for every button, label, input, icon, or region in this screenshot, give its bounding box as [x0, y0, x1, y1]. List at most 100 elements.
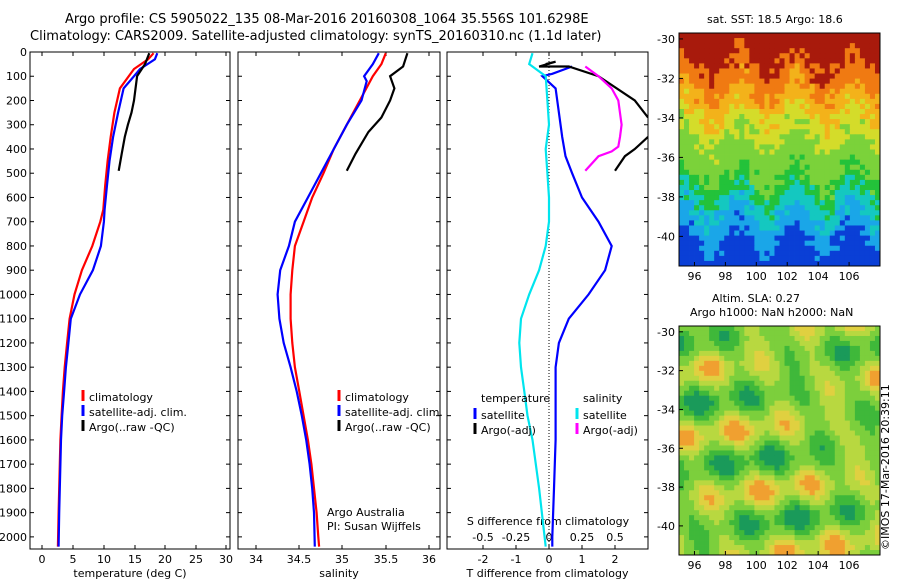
- map-cell: [839, 435, 846, 441]
- map-cell: [849, 215, 856, 221]
- map-cell: [789, 540, 795, 546]
- map-y-tick-label: -38: [657, 191, 675, 204]
- map-cell: [754, 184, 760, 191]
- map-cell: [789, 179, 795, 186]
- map-cell: [874, 440, 881, 446]
- map-cell: [694, 350, 700, 357]
- map-cell: [834, 149, 841, 155]
- map-cell: [839, 460, 846, 466]
- map-cell: [694, 520, 700, 526]
- map-cell: [769, 520, 775, 526]
- map-cell: [719, 260, 725, 267]
- map-cell: [849, 505, 856, 511]
- map-cell: [784, 365, 790, 372]
- map-cell: [869, 235, 876, 242]
- map-cell: [774, 215, 780, 221]
- map-cell: [704, 179, 710, 186]
- map-cell: [869, 88, 876, 95]
- map-cell: [704, 119, 710, 125]
- map-cell: [844, 250, 851, 257]
- map-cell: [809, 455, 816, 461]
- map-cell: [739, 119, 745, 125]
- map-cell: [869, 255, 876, 262]
- map-cell: [684, 390, 690, 397]
- map-cell: [859, 460, 866, 466]
- map-cell: [794, 355, 801, 362]
- map-cell: [719, 38, 725, 44]
- map-cell: [804, 475, 811, 481]
- map-cell: [799, 430, 806, 436]
- x-tick-label: 30: [219, 553, 233, 566]
- map-cell: [784, 205, 790, 211]
- map-cell: [794, 490, 801, 496]
- map-cell: [849, 535, 856, 541]
- map-cell: [744, 535, 750, 541]
- map-cell: [874, 375, 881, 382]
- map-cell: [734, 103, 740, 110]
- map-cell: [839, 240, 846, 247]
- map-cell: [734, 119, 740, 125]
- map-cell: [809, 410, 816, 417]
- map-cell: [754, 63, 760, 69]
- map-cell: [814, 510, 821, 516]
- map-cell: [874, 410, 881, 417]
- map-cell: [839, 205, 846, 211]
- map-cell: [824, 350, 831, 357]
- map-cell: [774, 129, 780, 135]
- map-cell: [814, 83, 821, 90]
- map-cell: [859, 355, 866, 362]
- map-cell: [824, 78, 831, 85]
- map-cell: [679, 119, 685, 125]
- map-cell: [839, 420, 846, 426]
- map-cell: [764, 515, 770, 521]
- map-cell: [749, 43, 755, 49]
- map-cell: [814, 550, 821, 556]
- map-cell: [794, 540, 801, 546]
- map-cell: [724, 445, 730, 451]
- map-cell: [739, 415, 745, 421]
- map-cell: [679, 195, 685, 201]
- map-cell: [754, 435, 760, 441]
- map-cell: [764, 58, 770, 64]
- map-cell: [859, 114, 866, 120]
- map-cell: [819, 149, 826, 155]
- map-cell: [849, 500, 856, 506]
- map-cell: [799, 103, 806, 110]
- map-cell: [679, 38, 685, 44]
- map-cell: [704, 500, 710, 506]
- map-cell: [799, 230, 806, 237]
- map-cell: [824, 520, 831, 526]
- map-cell: [689, 335, 695, 342]
- map-cell: [719, 134, 725, 140]
- map-cell: [724, 495, 730, 501]
- map-cell: [704, 129, 710, 135]
- map-cell: [704, 326, 710, 332]
- map-cell: [854, 420, 861, 426]
- map-cell: [774, 365, 780, 372]
- map-cell: [874, 190, 881, 196]
- map-cell: [874, 83, 881, 90]
- map-cell: [689, 225, 695, 231]
- map-cell: [794, 205, 801, 211]
- map-cell: [764, 395, 770, 402]
- map-cell: [679, 410, 685, 417]
- map-cell: [844, 119, 851, 125]
- map-cell: [869, 205, 876, 211]
- map-cell: [814, 480, 821, 486]
- map-cell: [694, 395, 700, 402]
- map-cell: [754, 370, 760, 377]
- map-cell: [759, 154, 765, 161]
- map-cell: [799, 225, 806, 231]
- map-cell: [809, 460, 816, 466]
- map-cell: [869, 68, 876, 74]
- map-cell: [804, 184, 811, 191]
- map-cell: [804, 425, 811, 431]
- map-cell: [769, 68, 775, 74]
- map-cell: [834, 335, 841, 342]
- map-cell: [754, 550, 760, 556]
- map-cell: [704, 475, 710, 481]
- map-cell: [859, 103, 866, 110]
- map-cell: [709, 425, 715, 431]
- map-cell: [874, 88, 881, 95]
- map-cell: [859, 255, 866, 262]
